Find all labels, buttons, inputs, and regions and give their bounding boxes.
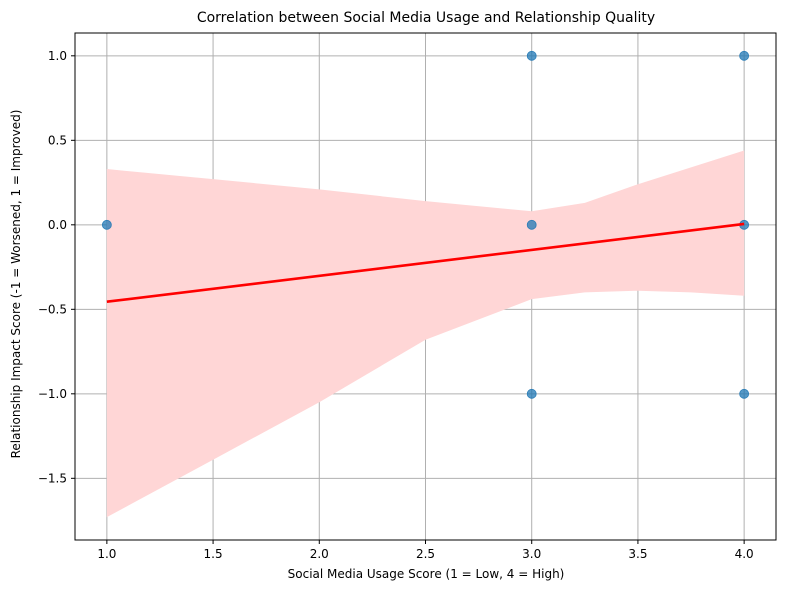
x-tick-label: 3.0 (522, 547, 541, 561)
x-tick-label: 1.5 (204, 547, 223, 561)
x-axis-ticks: 1.0 1.5 2.0 2.5 3.0 3.5 4.0 (97, 540, 754, 561)
data-point (526, 219, 537, 230)
x-tick-label: 2.0 (310, 547, 329, 561)
y-axis-label: Relationship Impact Score (-1 = Worsened… (9, 110, 23, 459)
x-tick-label: 2.5 (416, 547, 435, 561)
y-tick-label: −1.5 (38, 471, 67, 485)
x-axis-label: Social Media Usage Score (1 = Low, 4 = H… (288, 567, 565, 581)
data-point (739, 388, 750, 399)
y-tick-label: 1.0 (48, 49, 67, 63)
y-tick-label: 0.5 (48, 133, 67, 147)
x-tick-label: 4.0 (735, 547, 754, 561)
x-tick-label: 1.0 (97, 547, 116, 561)
data-points (101, 50, 750, 399)
data-point (739, 50, 750, 61)
regression-line-layer (106, 222, 745, 304)
data-point (526, 388, 537, 399)
y-tick-label: 0.0 (48, 218, 67, 232)
x-tick-label: 3.5 (628, 547, 647, 561)
chart-title: Correlation between Social Media Usage a… (197, 10, 655, 26)
data-point (101, 219, 112, 230)
data-point (526, 50, 537, 61)
y-tick-label: −1.0 (38, 387, 67, 401)
regression-line (106, 222, 745, 304)
y-tick-label: −0.5 (38, 302, 67, 316)
y-axis-ticks: −1.5 −1.0 −0.5 0.0 0.5 1.0 (38, 49, 75, 485)
